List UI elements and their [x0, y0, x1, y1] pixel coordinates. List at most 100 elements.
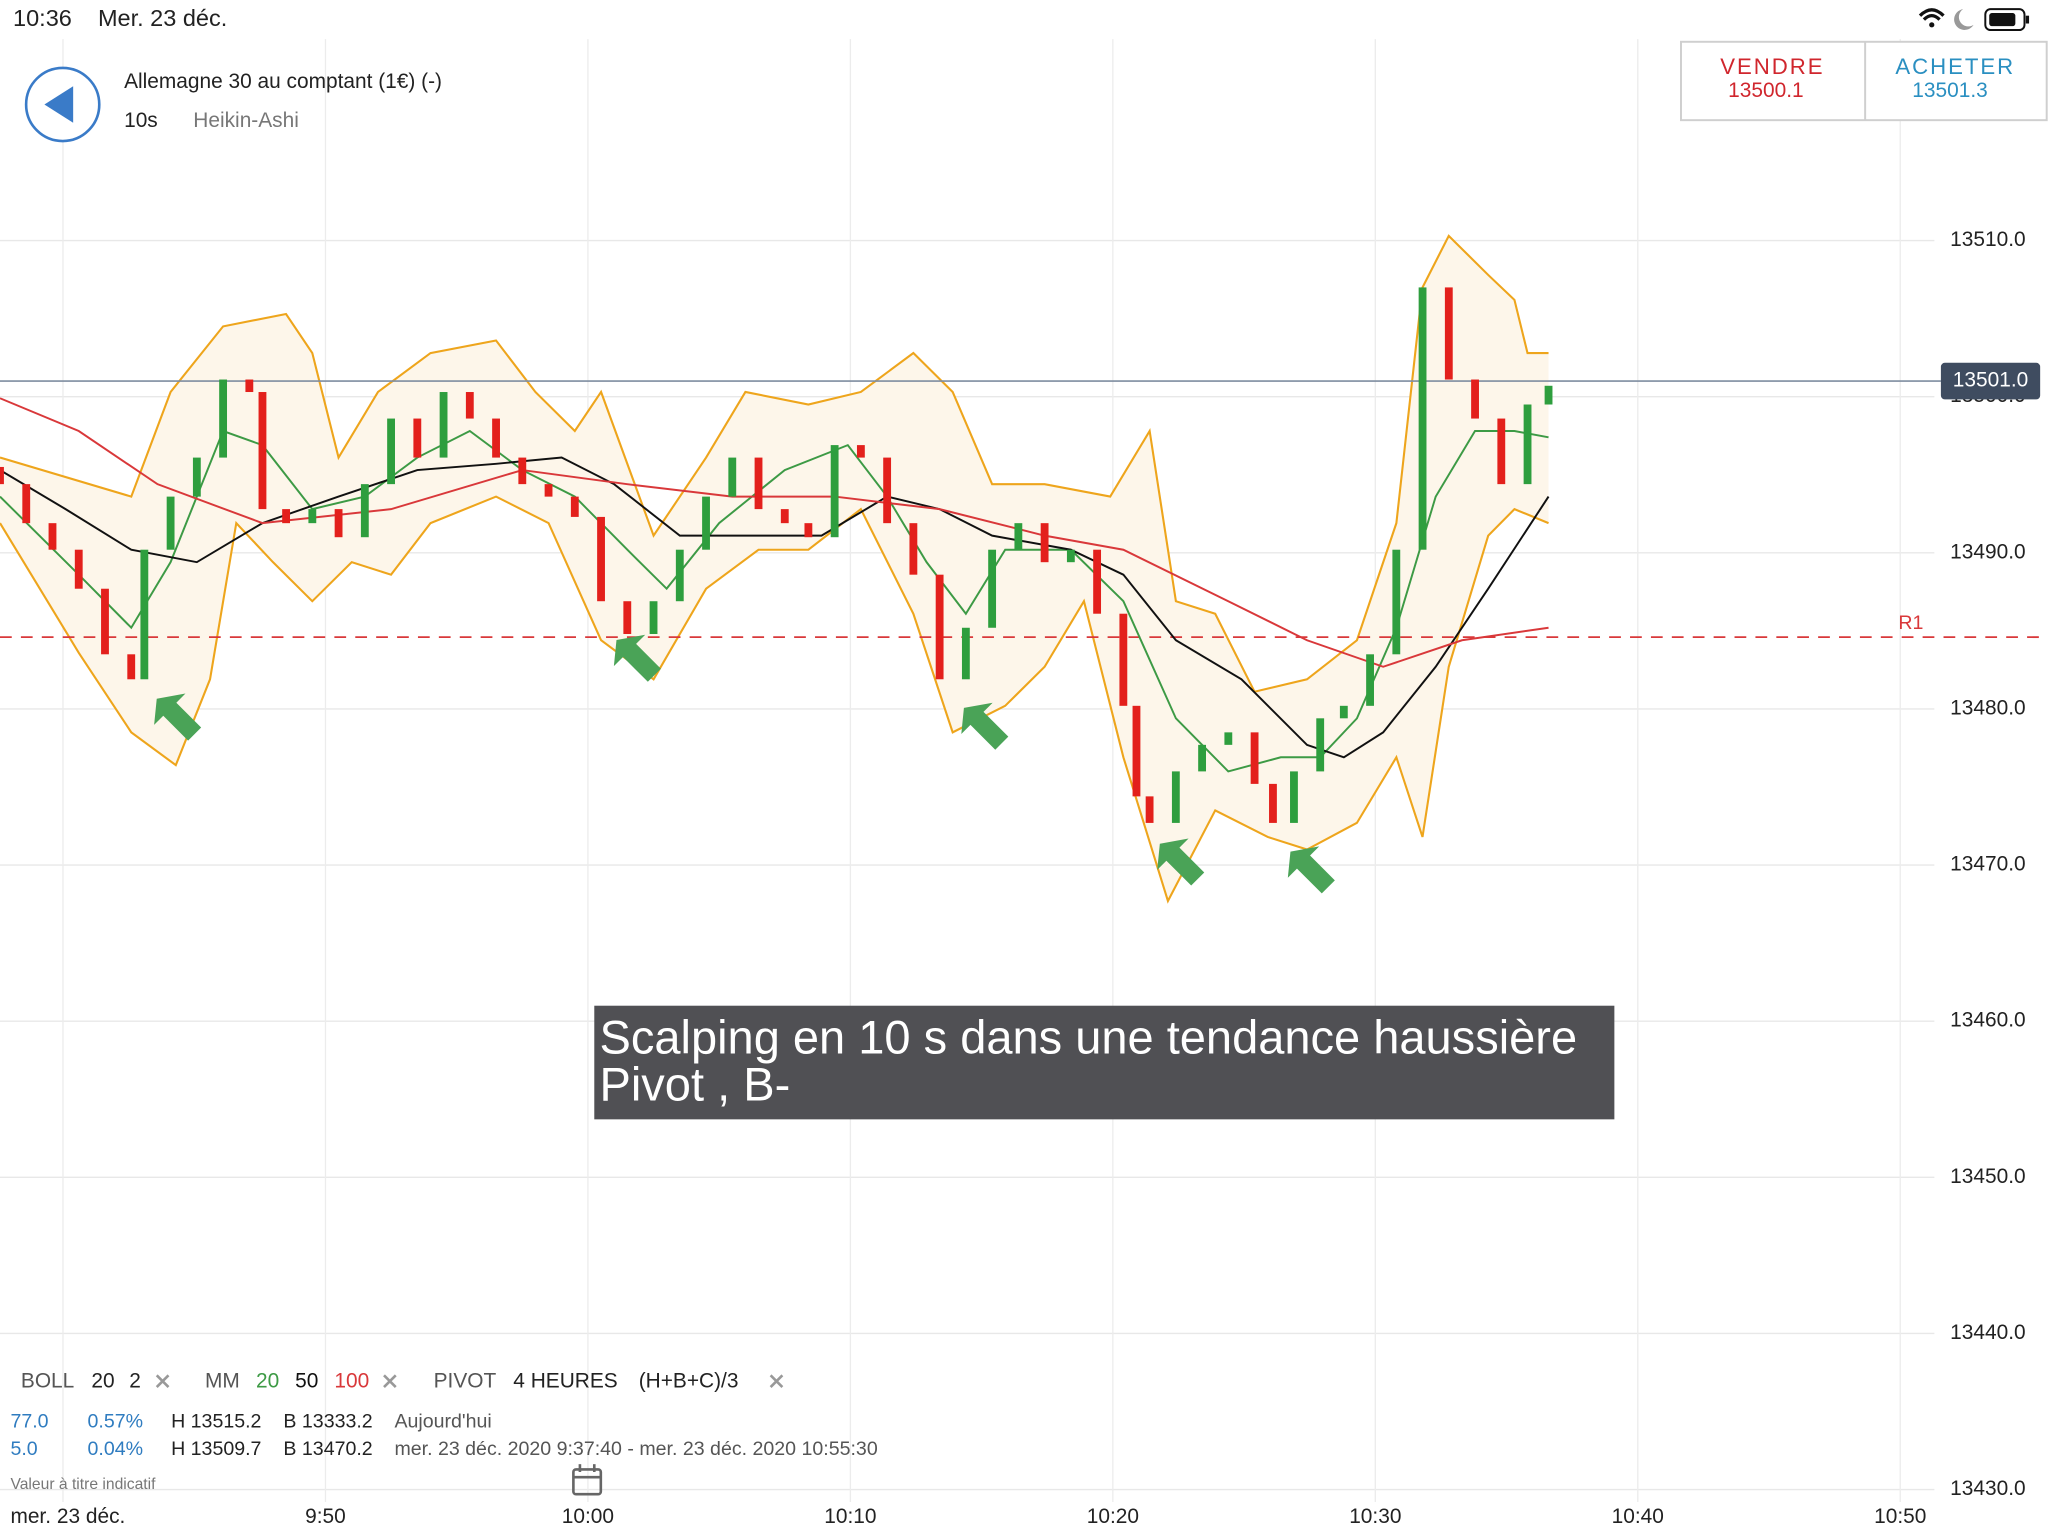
- annotation-line: Scalping en 10 s dans une tendance hauss…: [600, 1010, 1578, 1063]
- y-tick-label: 13470.0: [1950, 853, 2025, 876]
- candle: [1014, 523, 1023, 550]
- stat-period: mer. 23 déc. 2020 9:37:40 - mer. 23 déc.…: [394, 1438, 877, 1460]
- wifi-dot: [1929, 22, 1935, 28]
- candle: [192, 457, 201, 497]
- candle: [48, 523, 57, 550]
- candle: [360, 484, 369, 538]
- candle: [308, 509, 317, 524]
- pivot-label[interactable]: PIVOT: [434, 1369, 497, 1392]
- moving-average: [0, 456, 1550, 759]
- remove-icon[interactable]: [383, 1374, 397, 1389]
- calendar-icon[interactable]: [572, 1464, 603, 1496]
- candle: [1119, 613, 1128, 706]
- candle: [74, 549, 83, 589]
- candle: [334, 509, 343, 538]
- wifi-icon: [1918, 8, 1945, 21]
- candle: [1250, 732, 1259, 784]
- buy-price[interactable]: 13501.3: [1912, 79, 1987, 102]
- candle: [219, 379, 228, 458]
- arrow: [154, 693, 202, 741]
- battery-icon: [1984, 8, 2026, 32]
- arrows: [154, 634, 1335, 894]
- candle: [935, 574, 944, 680]
- last-price-box: [1940, 362, 2041, 400]
- x-tick-label: 10:40: [1612, 1505, 1664, 1528]
- stat-percent: 0.04%: [88, 1438, 144, 1460]
- x-tick-label: 10:00: [562, 1505, 614, 1528]
- arrow: [1157, 838, 1205, 886]
- back-arrow[interactable]: [44, 86, 74, 123]
- candle: [754, 457, 763, 510]
- arrow: [1287, 846, 1335, 894]
- annotation: Scalping en 10 s dans une tendance hauss…: [594, 1005, 1615, 1120]
- status-time: 10:36: [13, 5, 72, 31]
- disclaimer: Valeur à titre indicatif: [10, 1476, 156, 1493]
- boll-label[interactable]: BOLL: [21, 1369, 74, 1392]
- calendar-frame[interactable]: [572, 1468, 603, 1496]
- sell-price[interactable]: 13500.1: [1728, 79, 1803, 102]
- candle: [465, 392, 474, 419]
- chart-style[interactable]: Heikin-Ashi: [193, 109, 299, 132]
- candle: [1418, 287, 1427, 550]
- candle: [570, 496, 579, 517]
- mm-period: 50: [295, 1369, 318, 1392]
- back-button[interactable]: [24, 66, 101, 143]
- last-price-label: 13501.0: [1953, 369, 2028, 392]
- y-tick-label: 13490.0: [1950, 540, 2025, 563]
- candle: [1269, 783, 1277, 823]
- candle: [988, 549, 997, 628]
- battery-level: [1989, 13, 2016, 27]
- x-tick-label: 10:20: [1087, 1505, 1139, 1528]
- candle: [127, 654, 136, 680]
- pivot-formula: (H+B+C)/3: [639, 1369, 739, 1392]
- arrow: [613, 634, 661, 682]
- candle: [413, 418, 422, 458]
- interval[interactable]: 10s: [124, 109, 158, 132]
- candle: [1145, 796, 1154, 823]
- stat-low: B 13470.2: [283, 1438, 372, 1460]
- candle: [245, 379, 254, 393]
- candle: [1224, 732, 1233, 745]
- instrument-name: Allemagne 30 au comptant (1€) (-): [124, 70, 442, 93]
- remove-icon[interactable]: [155, 1374, 170, 1389]
- sell-button[interactable]: VENDRE 13500.1: [1720, 54, 1824, 102]
- moving-average: [0, 429, 1549, 773]
- candle: [909, 523, 918, 575]
- trade-box: [1679, 40, 2048, 122]
- candle: [1132, 705, 1141, 797]
- candle: [883, 457, 892, 524]
- candle: [649, 601, 658, 635]
- plot: [0, 234, 2048, 904]
- candle: [1392, 549, 1401, 655]
- y-tick-label: 13430.0: [1950, 1477, 2025, 1500]
- candle: [166, 496, 175, 550]
- candle: [1040, 523, 1049, 563]
- pivot-timeframe: 4 HEURES: [513, 1369, 617, 1392]
- candle: [1290, 771, 1298, 823]
- mm-label[interactable]: MM: [205, 1369, 240, 1392]
- candle: [1171, 771, 1180, 823]
- boll-deviation: 2: [129, 1369, 141, 1392]
- sell-label[interactable]: VENDRE: [1720, 54, 1824, 79]
- candle: [856, 445, 865, 458]
- stat-high: H 13509.7: [171, 1438, 261, 1460]
- remove-icon[interactable]: [769, 1374, 784, 1389]
- candle: [101, 588, 109, 655]
- arrow: [961, 702, 1009, 750]
- buy-label[interactable]: ACHETER: [1895, 54, 2015, 79]
- y-tick-label: 13480.0: [1950, 696, 2025, 719]
- y-tick-label: 13510.0: [1950, 228, 2025, 251]
- annotation-box: [594, 1005, 1615, 1120]
- trade-panel: VENDRE 13500.1 ACHETER 13501.3: [1679, 40, 2048, 122]
- stats: 77.0 0.57% H 13515.2 B 13333.2 Aujourd'h…: [10, 1411, 877, 1460]
- candle: [0, 466, 4, 485]
- candle: [1198, 744, 1207, 772]
- buy-button[interactable]: ACHETER 13501.3: [1895, 54, 2015, 102]
- band-fill: [0, 235, 1549, 901]
- battery-tip: [2025, 15, 2030, 24]
- candle: [140, 549, 149, 680]
- candle: [1544, 385, 1553, 405]
